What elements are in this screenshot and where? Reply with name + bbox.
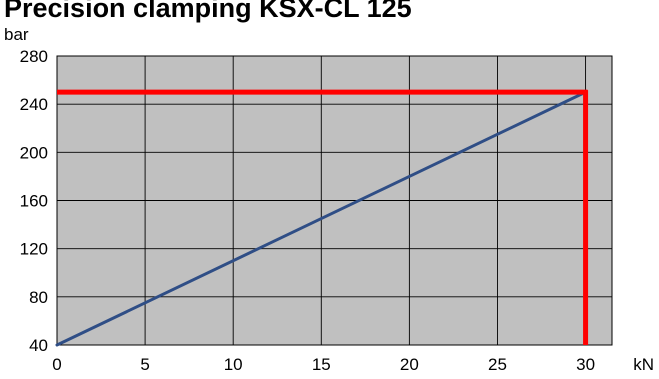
series-line bbox=[55, 90, 588, 347]
x-tick-label: 20 bbox=[400, 355, 419, 374]
x-axis-label: kN bbox=[633, 355, 654, 374]
x-tick-label: 5 bbox=[140, 355, 149, 374]
y-tick-label: 280 bbox=[20, 47, 48, 66]
y-axis-label: bar bbox=[4, 25, 29, 44]
tick-labels: 0 5 10 15 20 25 30 40 80 120 160 200 240 280 bbox=[20, 47, 595, 374]
y-tick-label: 80 bbox=[29, 288, 48, 307]
reference-lines bbox=[57, 89, 589, 345]
x-tick-label: 0 bbox=[52, 355, 61, 374]
y-tick-label: 240 bbox=[20, 95, 48, 114]
y-tick-label: 160 bbox=[20, 192, 48, 211]
y-tick-label: 120 bbox=[20, 240, 48, 259]
y-tick-label: 40 bbox=[29, 336, 48, 355]
x-tick-label: 10 bbox=[224, 355, 243, 374]
x-tick-label: 15 bbox=[312, 355, 331, 374]
y-tick-label: 200 bbox=[20, 143, 48, 162]
x-tick-label: 25 bbox=[488, 355, 507, 374]
series-layer bbox=[55, 90, 588, 347]
x-tick-label: 30 bbox=[576, 355, 595, 374]
chart-title: Precision clamping KSX-CL 125 bbox=[4, 0, 412, 23]
